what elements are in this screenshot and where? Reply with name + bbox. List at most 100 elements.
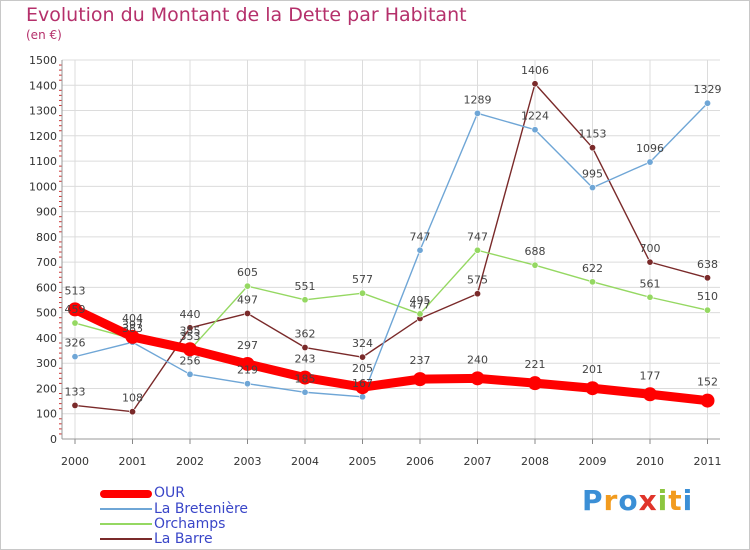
data-label-our: 177	[640, 369, 661, 382]
data-label-la-barre: 133	[65, 385, 86, 398]
data-label-la-barre: 324	[352, 337, 373, 350]
data-label-la-breteni-re: 1096	[636, 142, 664, 155]
y-tick-label-500: 500	[36, 307, 57, 320]
data-label-orchamps: 510	[697, 290, 718, 303]
data-label-orchamps: 495	[410, 294, 431, 307]
data-label-la-barre: 108	[122, 392, 143, 405]
data-point-orchamps	[358, 289, 366, 297]
y-tick-label-1300: 1300	[29, 105, 57, 118]
data-label-la-barre: 1153	[579, 128, 607, 141]
x-tick-label-2000: 2000	[61, 455, 89, 468]
data-label-orchamps: 459	[65, 303, 86, 316]
data-point-la-barre	[244, 309, 252, 317]
data-point-la-breteni-re	[646, 158, 654, 166]
data-point-la-barre	[129, 408, 137, 416]
legend-swatch-our	[100, 490, 152, 498]
legend-label-our: OUR	[154, 485, 185, 501]
data-point-la-breteni-re	[301, 388, 309, 396]
y-tick-label-200: 200	[36, 382, 57, 395]
x-tick-label-2007: 2007	[464, 455, 492, 468]
data-point-la-barre	[71, 401, 79, 409]
series-line-la-barre	[74, 83, 709, 413]
data-label-orchamps: 353	[180, 330, 201, 343]
data-label-our: 297	[237, 339, 258, 352]
y-tick-label-1500: 1500	[29, 54, 57, 67]
x-tick-label-2009: 2009	[579, 455, 607, 468]
y-tick-label-1400: 1400	[29, 79, 57, 92]
y-tick-label-400: 400	[36, 332, 57, 345]
y-tick-label-100: 100	[36, 408, 57, 421]
data-point-our	[183, 342, 197, 357]
data-label-la-barre: 575	[467, 274, 488, 287]
data-point-la-barre	[703, 274, 711, 282]
data-point-our	[298, 370, 312, 385]
data-label-la-breteni-re: 185	[295, 372, 316, 385]
data-point-la-barre	[646, 258, 654, 266]
data-label-orchamps: 577	[352, 273, 373, 286]
data-label-orchamps: 688	[525, 245, 546, 258]
data-point-la-breteni-re	[531, 126, 539, 134]
x-tick-label-2004: 2004	[291, 455, 319, 468]
chart-subtitle: (en €)	[26, 28, 62, 42]
series-line-our	[70, 304, 712, 406]
data-label-orchamps: 551	[295, 280, 316, 293]
data-point-our	[125, 329, 140, 344]
data-point-our	[585, 381, 600, 396]
data-label-la-breteni-re: 747	[410, 230, 431, 243]
y-tick-label-1000: 1000	[29, 180, 57, 193]
y-tick-label-600: 600	[36, 281, 57, 294]
data-label-orchamps: 397	[122, 319, 143, 332]
legend-swatch-la-barre	[100, 538, 152, 540]
data-label-our: 205	[352, 362, 373, 375]
data-point-our	[240, 356, 255, 371]
data-label-our: 237	[410, 354, 431, 367]
data-label-our: 513	[65, 284, 86, 297]
data-point-la-barre	[186, 324, 194, 332]
y-tick-label-800: 800	[36, 231, 57, 244]
x-tick-label-2003: 2003	[234, 455, 262, 468]
data-point-la-barre	[473, 290, 481, 298]
data-label-la-breteni-re: 167	[352, 377, 373, 390]
data-point-orchamps	[588, 278, 596, 286]
x-tick-labels: 2000 2001 2002 2003 2004 2005 2006 2007 2008 2009…	[61, 455, 722, 468]
data-point-orchamps	[646, 293, 654, 301]
data-label-our: 243	[295, 353, 316, 366]
data-point-la-breteni-re	[416, 246, 424, 254]
data-point-orchamps	[531, 261, 539, 269]
data-label-la-barre: 1406	[521, 64, 549, 77]
data-point-la-barre	[588, 144, 596, 152]
chart-title: Evolution du Montant de la Dette par Hab…	[26, 4, 467, 26]
gridlines	[62, 59, 720, 440]
data-label-la-barre: 638	[697, 258, 718, 271]
x-tick-label-2006: 2006	[406, 455, 434, 468]
data-label-la-barre: 700	[640, 242, 661, 255]
data-point-orchamps	[71, 319, 79, 327]
series-line-orchamps	[74, 249, 709, 351]
x-tick-label-2005: 2005	[349, 455, 377, 468]
data-label-our: 221	[525, 358, 546, 371]
data-label-la-breteni-re: 1289	[464, 93, 492, 106]
legend-swatch-la-bretenire	[100, 508, 152, 510]
data-label-orchamps: 561	[640, 277, 661, 290]
data-point-la-breteni-re	[244, 380, 252, 388]
data-point-la-barre	[531, 80, 539, 88]
data-label-la-breteni-re: 995	[582, 168, 603, 181]
data-point-our	[470, 371, 485, 386]
y-tick-label-0: 0	[50, 433, 57, 446]
data-point-our	[643, 387, 657, 402]
legend-label-la-barre: La Barre	[154, 531, 213, 547]
data-label-la-breteni-re: 1224	[521, 110, 549, 123]
data-labels: 513 404 355 297 243 205 237 240 221 201 177 152 326 3…	[65, 64, 722, 405]
data-point-la-breteni-re	[473, 109, 481, 117]
legend-label-la-bretenire: La Bretenière	[154, 501, 249, 517]
data-label-orchamps: 622	[582, 262, 603, 275]
data-label-la-barre: 440	[180, 308, 201, 321]
data-point-la-barre	[301, 344, 309, 352]
data-point-la-barre	[358, 353, 366, 361]
data-label-la-breteni-re: 256	[180, 354, 201, 367]
data-point-la-breteni-re	[71, 353, 79, 361]
data-label-orchamps: 605	[237, 266, 258, 279]
legend-label-orchamps: Orchamps	[154, 516, 226, 532]
data-point-la-breteni-re	[703, 99, 711, 107]
